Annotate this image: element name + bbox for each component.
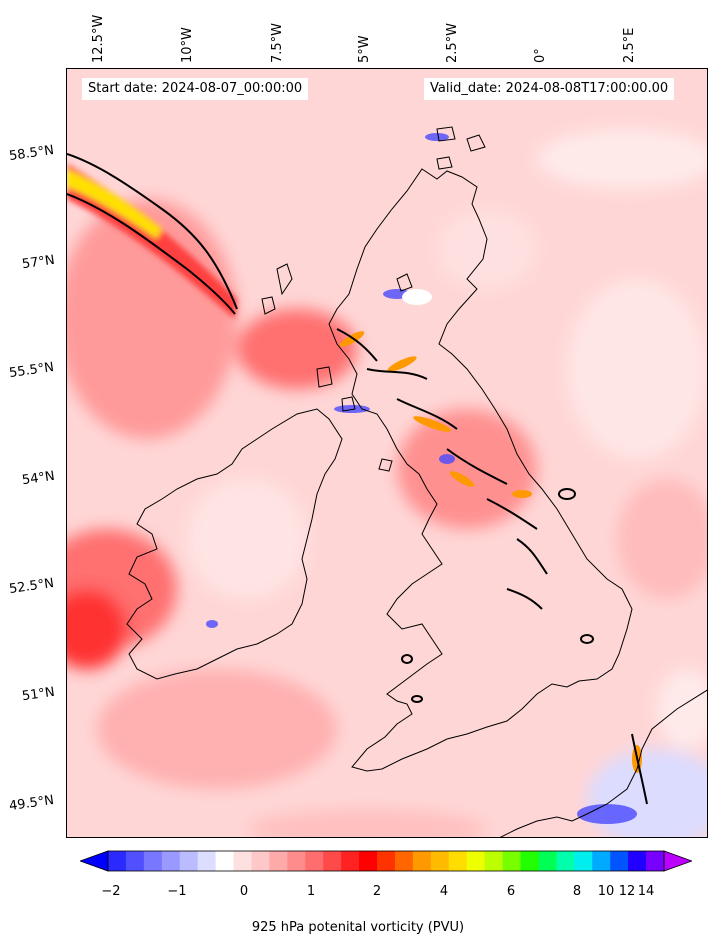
colorbar-band (394, 851, 414, 871)
lon-label-5w: 5°W (357, 35, 372, 63)
colorbar-band (125, 851, 145, 871)
colorbar-band (359, 851, 378, 871)
lat-label-58-5n: 58.5°N (8, 142, 55, 165)
colorbar-band (215, 851, 235, 871)
colorbar-band (592, 851, 611, 871)
colorbar-band (269, 851, 288, 871)
pv-map (67, 69, 707, 837)
colorbar-label: 925 hPa potenital vorticity (PVU) (251, 920, 465, 935)
map-frame (66, 68, 708, 838)
lon-label-12-5w: 12.5°W (91, 14, 106, 63)
colorbar-band (233, 851, 252, 871)
colorbar-band (538, 851, 557, 871)
lat-label-54n: 54°N (21, 468, 56, 489)
lat-label-49-5n: 49.5°N (8, 792, 55, 815)
pv-band-northwest (67, 164, 237, 319)
coastline-france (499, 689, 707, 837)
pv-positive-highlights (339, 331, 642, 773)
colorbar-band (556, 851, 575, 871)
colorbar-band (287, 851, 306, 871)
colorbar-band (108, 851, 127, 871)
lat-label-57n: 57°N (21, 252, 56, 273)
colorbar-band (502, 851, 522, 871)
cb-tick-minus1: −1 (167, 884, 187, 899)
colorbar-band (412, 851, 432, 871)
coastline-islands (261, 126, 486, 472)
pv-white-patch (402, 289, 432, 305)
lat-label-51n: 51°N (21, 684, 56, 705)
colorbar-band (197, 851, 217, 871)
cb-tick-1: 1 (306, 884, 316, 899)
cb-tick-6: 6 (506, 884, 516, 899)
coastline-great-britain (328, 168, 633, 772)
colorbar-band (377, 851, 396, 871)
colorbar-band (179, 851, 199, 871)
valid-date-label: Valid_date: 2024-08-08T17:00:00.00 (424, 78, 675, 100)
colorbar-band (574, 851, 593, 871)
colorbar-band (520, 851, 539, 871)
colorbar-band (341, 851, 360, 871)
lat-label-55-5n: 55.5°N (8, 359, 55, 382)
colorbar-outline (107, 850, 665, 872)
colorbar-band (466, 851, 486, 871)
pv-contours (67, 153, 648, 805)
colorbar-band (161, 851, 181, 871)
colorbar-band (430, 851, 450, 871)
colorbar (80, 850, 692, 872)
cb-tick-0: 0 (239, 884, 249, 899)
coastline-ireland (126, 408, 343, 680)
lat-label-52-5n: 52.5°N (8, 575, 55, 598)
colorbar-band (143, 851, 163, 871)
cb-tick-4: 4 (439, 884, 449, 899)
colorbar-extend-high (663, 850, 692, 872)
lon-label-2-5w: 2.5°W (445, 22, 460, 63)
colorbar-band (448, 851, 468, 871)
lon-label-10w: 10°W (180, 27, 195, 63)
lon-label-7-5w: 7.5°W (270, 22, 285, 63)
cb-tick-10: 10 (597, 884, 615, 899)
cb-tick-8: 8 (572, 884, 582, 899)
colorbar-band (628, 851, 647, 871)
colorbar-band (323, 851, 342, 871)
lon-label-0: 0° (533, 48, 548, 63)
cb-tick-14: 14 (637, 884, 655, 899)
colorbar-band (251, 851, 270, 871)
start-date-label: Start date: 2024-08-07_00:00:00 (82, 78, 309, 100)
colorbar-band (484, 851, 504, 871)
cb-tick-minus2: −2 (101, 884, 121, 899)
pv-field-blobs (67, 129, 707, 837)
cb-tick-12: 12 (618, 884, 636, 899)
lon-label-2-5e: 2.5°E (622, 27, 637, 63)
cb-tick-2: 2 (372, 884, 382, 899)
colorbar-band (646, 851, 665, 871)
colorbar-band (305, 851, 324, 871)
colorbar-band (610, 851, 629, 871)
colorbar-extend-low (80, 850, 109, 872)
